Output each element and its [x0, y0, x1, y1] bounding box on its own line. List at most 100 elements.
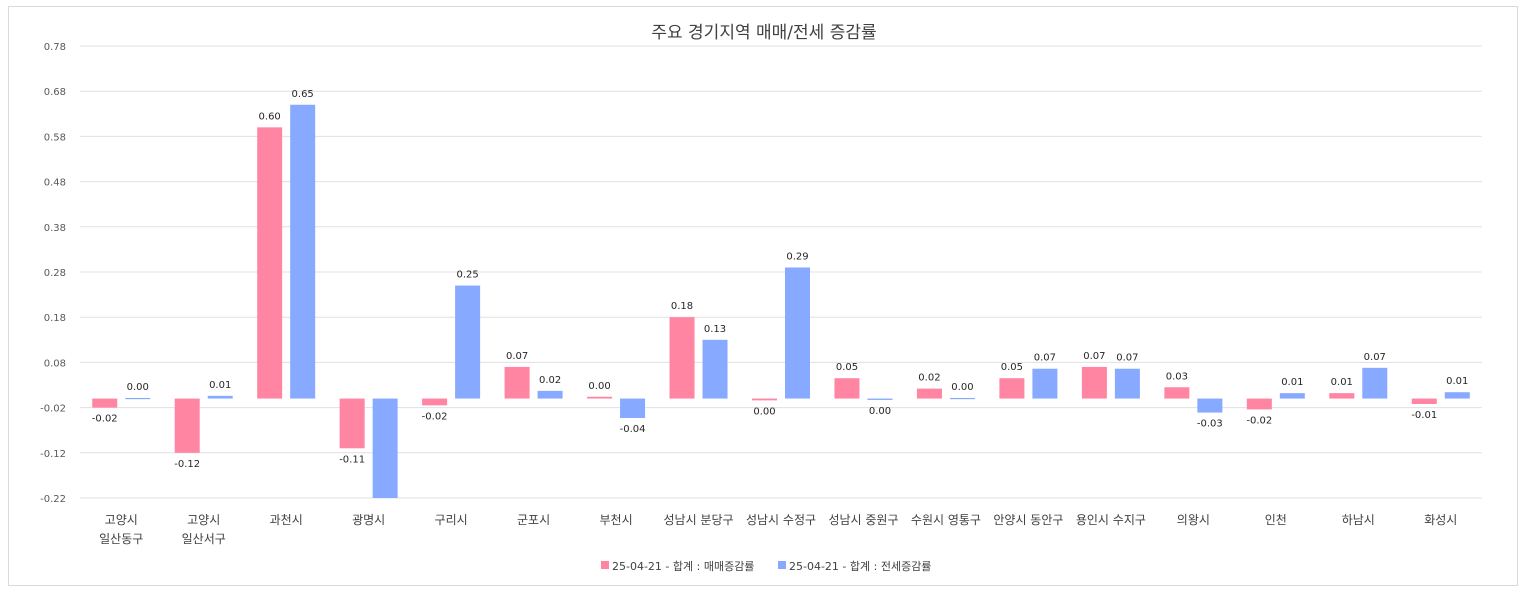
- x-tick-label: 광명시: [352, 513, 385, 527]
- x-tick-label: 군포시: [517, 513, 550, 527]
- data-label: 0.07: [1116, 353, 1138, 364]
- x-tick-label: 구리시: [435, 513, 468, 527]
- bar-series2: [1197, 398, 1223, 413]
- x-tick-label: 과천시: [270, 512, 303, 527]
- legend-label: 25-04-21 - 합계 : 매매증감률: [612, 560, 754, 573]
- y-tick-label: -0.22: [40, 494, 66, 505]
- data-label: -0.01: [1411, 410, 1437, 421]
- data-label: 0.01: [1331, 377, 1353, 388]
- data-label: 0.07: [1364, 352, 1386, 363]
- y-tick-label: -0.02: [40, 404, 66, 415]
- y-tick-label: 0.08: [44, 358, 66, 369]
- bar-series1: [752, 398, 777, 401]
- data-label: 0.03: [1166, 371, 1188, 382]
- bar-series2: [1279, 393, 1305, 399]
- bar-series1: [257, 127, 283, 399]
- y-tick-label: -0.12: [40, 449, 66, 460]
- bar-series2: [125, 397, 151, 400]
- bar-series1: [422, 398, 448, 406]
- y-tick-label: 0.28: [44, 268, 66, 279]
- bar-series2: [372, 398, 398, 498]
- bar-series1: [1329, 393, 1355, 399]
- data-label: 0.65: [292, 89, 314, 100]
- bar-series2: [1114, 368, 1140, 399]
- x-tick-label: 하남시: [1342, 513, 1375, 527]
- x-tick-label: 고양시: [105, 513, 138, 527]
- data-label: 0.07: [1083, 351, 1105, 362]
- data-label: -0.02: [1246, 415, 1272, 426]
- bar-series2: [949, 397, 975, 400]
- x-tick-label: 고양시: [187, 513, 220, 527]
- data-label: 0.05: [1001, 362, 1023, 373]
- bar-series1: [669, 317, 695, 399]
- bar-series2: [1362, 367, 1388, 399]
- x-tick-label: 수원시 영통구: [911, 513, 981, 527]
- bar-series1: [999, 378, 1025, 399]
- legend-label: 25-04-21 - 합계 : 전세증감률: [789, 560, 931, 573]
- y-tick-label: 0.48: [44, 178, 66, 189]
- data-label: 0.01: [209, 380, 231, 391]
- bar-series2: [207, 395, 233, 399]
- data-label: 0.00: [753, 406, 775, 417]
- x-tick-label: 성남시 분당구: [663, 513, 733, 527]
- x-tick-label: 인천: [1265, 512, 1287, 527]
- y-tick-label: 0.38: [44, 223, 66, 234]
- bar-series2: [290, 104, 316, 399]
- x-tick-label: 의왕시: [1177, 513, 1210, 527]
- data-label: 0.02: [918, 373, 940, 384]
- bar-series2: [1444, 392, 1470, 399]
- data-label: -0.03: [1197, 419, 1223, 430]
- x-tick-label: 일산서구: [182, 532, 226, 546]
- x-tick-label: 부천시: [599, 512, 632, 527]
- x-tick-label: 안양시 동안구: [993, 513, 1063, 527]
- bar-series1: [587, 396, 613, 399]
- data-label: 0.29: [786, 251, 808, 262]
- x-tick-label: 성남시 중원구: [828, 513, 898, 527]
- y-tick-label: 0.18: [44, 313, 66, 324]
- bar-series1: [1081, 366, 1107, 399]
- bar-series1: [339, 398, 365, 449]
- legend-swatch: [778, 561, 786, 569]
- legend-swatch: [601, 561, 609, 569]
- bar-series2: [1032, 368, 1058, 399]
- bar-series1: [1164, 387, 1190, 399]
- data-label: 0.00: [869, 406, 891, 417]
- bar-series2: [785, 267, 810, 399]
- data-label: 0.01: [1446, 376, 1468, 387]
- y-tick-label: 0.58: [44, 132, 66, 143]
- bar-series2: [537, 390, 563, 399]
- bar-series2: [867, 398, 893, 400]
- data-label: 0.00: [588, 381, 610, 392]
- bar-series1: [92, 398, 118, 408]
- data-label: 0.00: [127, 382, 149, 393]
- x-tick-label: 용인시 수지구: [1076, 513, 1146, 527]
- bar-series1: [1246, 398, 1272, 410]
- data-label: -0.12: [174, 459, 200, 470]
- data-label: 0.07: [506, 351, 528, 362]
- bar-series1: [916, 388, 942, 399]
- chart-title: 주요 경기지역 매매/전세 증감률: [651, 23, 876, 43]
- bar-series2: [620, 398, 646, 418]
- data-label: -0.11: [339, 454, 365, 465]
- y-tick-label: 0.68: [44, 87, 66, 98]
- x-tick-label: 일산동구: [99, 532, 143, 546]
- data-label: 0.02: [539, 375, 561, 386]
- bar-series1: [504, 366, 530, 399]
- data-label: -0.02: [92, 414, 118, 425]
- bar-series2: [455, 285, 481, 399]
- data-label: 0.07: [1034, 353, 1056, 364]
- data-label: 0.13: [704, 324, 726, 335]
- data-label: -0.04: [620, 424, 646, 435]
- data-label: 0.60: [259, 111, 281, 122]
- data-label: -0.02: [422, 411, 448, 422]
- y-tick-label: 0.78: [44, 42, 66, 53]
- bar-series1: [174, 398, 200, 453]
- bar-series1: [1411, 398, 1437, 404]
- data-label: 0.05: [836, 362, 858, 373]
- data-label: 0.18: [671, 301, 693, 312]
- x-tick-label: 화성시: [1424, 513, 1457, 527]
- data-label: 0.00: [951, 382, 973, 393]
- bar-series2: [702, 339, 728, 399]
- bar-series1: [834, 378, 860, 399]
